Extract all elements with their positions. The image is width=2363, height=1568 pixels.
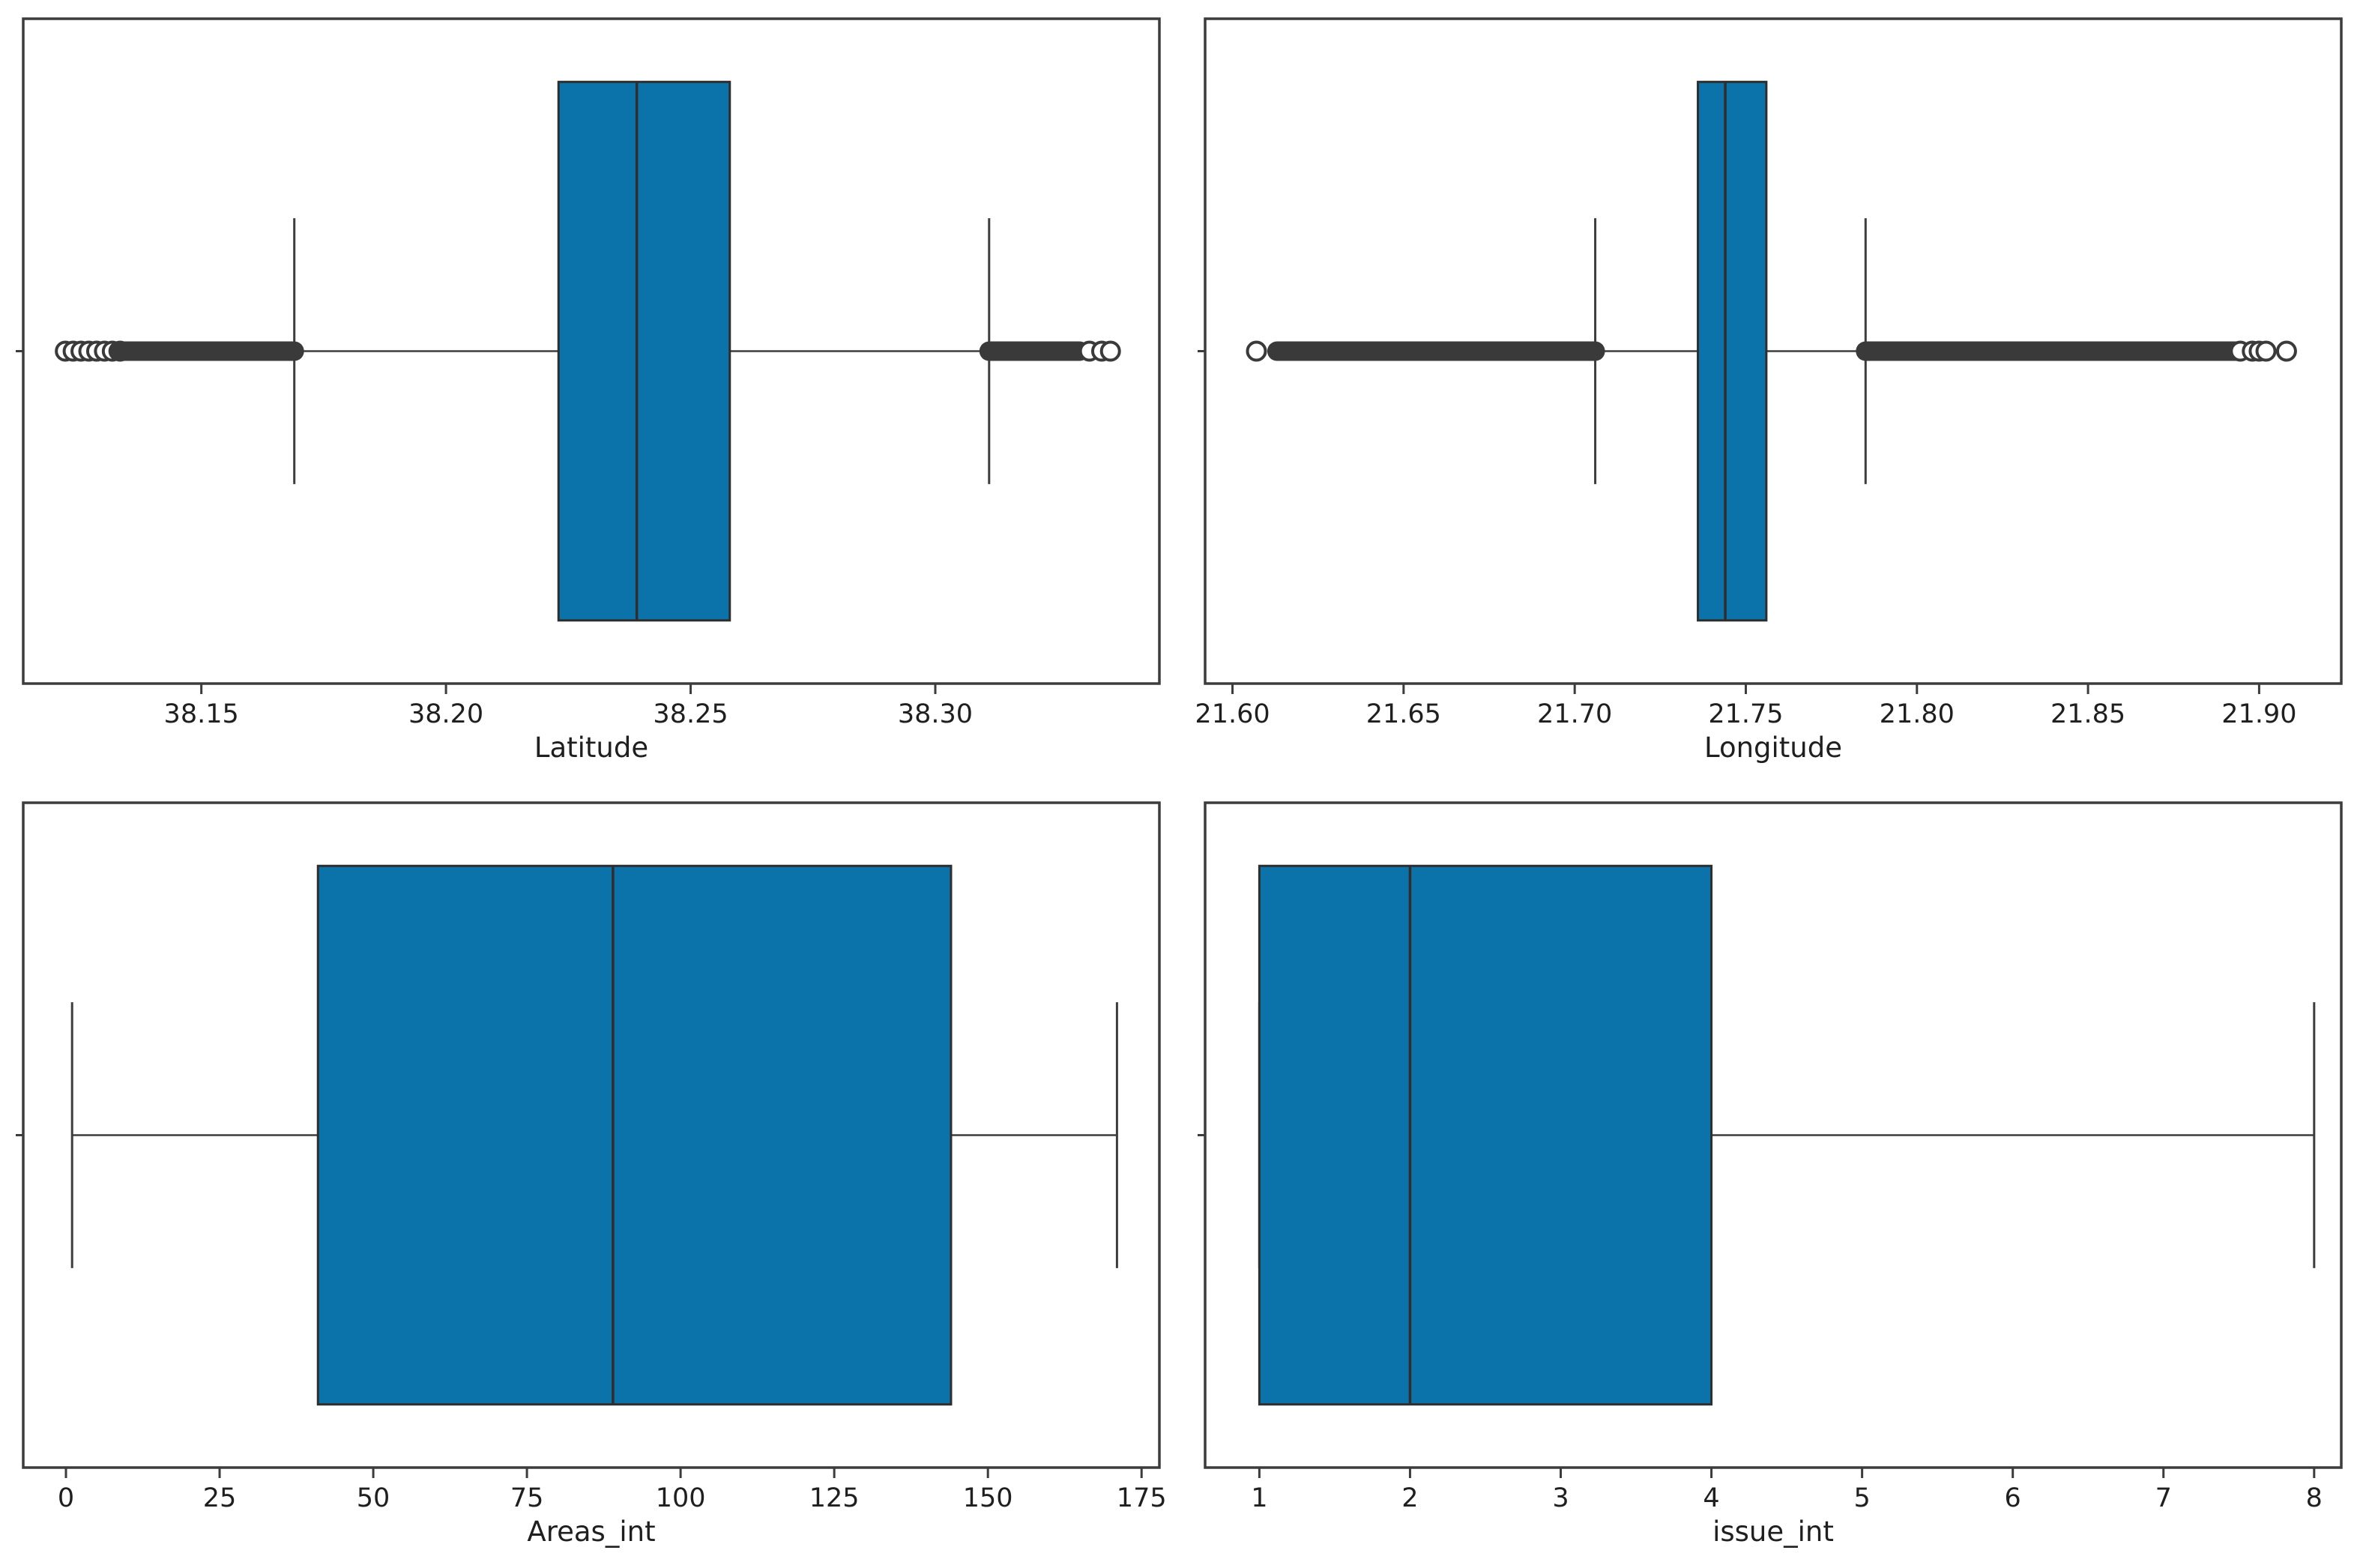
iqr-box: [557, 80, 731, 622]
outlier-point: [2255, 340, 2277, 362]
x-tick-label: 38.25: [653, 699, 728, 729]
x-axis-label-issue-int: issue_int: [1712, 1516, 1834, 1548]
subplot-issue-int: 1 2 3 4 5 6 7 8 issue_int: [1182, 784, 2363, 1568]
iqr-box: [1258, 864, 1713, 1406]
x-tick-label: 5: [1853, 1483, 1870, 1513]
areas-int-boxplot: 0 25 50 75 100 125 150 175: [16, 801, 1167, 1513]
x-tick-label: 125: [809, 1483, 860, 1513]
x-tick-label: 21.60: [1195, 699, 1270, 729]
x-tick-label: 2: [1401, 1483, 1418, 1513]
outlier-band: [979, 341, 1090, 361]
x-axis-label-areas-int: Areas_int: [527, 1516, 656, 1548]
x-tick-label: 175: [1117, 1483, 1167, 1513]
x-tick-label: 21.85: [2050, 699, 2125, 729]
outlier-point: [1246, 340, 1267, 362]
x-tick-label: 100: [656, 1483, 706, 1513]
x-tick-label: 38.30: [898, 699, 973, 729]
outlier-point: [2275, 340, 2297, 362]
x-tick-label: 21.90: [2221, 699, 2296, 729]
x-tick-label: 21.65: [1366, 699, 1441, 729]
outlier-band: [108, 341, 304, 361]
x-tick-label: 1: [1251, 1483, 1267, 1513]
latitude-boxplot: 38.15 38.20 38.25 38.30: [16, 17, 1161, 729]
outlier-point: [1099, 340, 1121, 362]
x-tick-label: 6: [2005, 1483, 2021, 1513]
x-tick-label: 4: [1703, 1483, 1719, 1513]
x-tick-label: 21.80: [1880, 699, 1955, 729]
subplot-latitude: 38.15 38.20 38.25 38.30 Latitude: [0, 0, 1181, 784]
subplot-longitude: 21.60 21.65 21.70 21.75 21.80 21.85 21.90 Long…: [1182, 0, 2363, 784]
x-tick-label: 7: [2155, 1483, 2172, 1513]
x-tick-label: 150: [963, 1483, 1013, 1513]
x-axis-label-latitude: Latitude: [534, 732, 649, 764]
iqr-box: [1697, 80, 1768, 622]
x-tick-label: 0: [58, 1483, 74, 1513]
outlier-band: [1267, 341, 1605, 361]
iqr-box: [316, 864, 953, 1406]
x-tick-label: 25: [203, 1483, 237, 1513]
x-tick-label: 38.15: [164, 699, 239, 729]
x-tick-label: 50: [357, 1483, 390, 1513]
longitude-boxplot: 21.60 21.65 21.70 21.75 21.80 21.85 21.90: [1195, 17, 2343, 729]
x-tick-label: 21.75: [1708, 699, 1783, 729]
x-tick-label: 75: [510, 1483, 544, 1513]
x-tick-label: 8: [2306, 1483, 2323, 1513]
outlier-band: [1856, 341, 2249, 361]
x-tick-label: 21.70: [1537, 699, 1612, 729]
x-axis-label-longitude: Longitude: [1703, 732, 1843, 764]
x-tick-label: 3: [1552, 1483, 1569, 1513]
x-tick-label: 38.20: [408, 699, 483, 729]
subplot-areas-int: 0 25 50 75 100 125 150 175 Areas_int: [0, 784, 1181, 1568]
issue-int-boxplot: 1 2 3 4 5 6 7 8: [1198, 801, 2343, 1513]
